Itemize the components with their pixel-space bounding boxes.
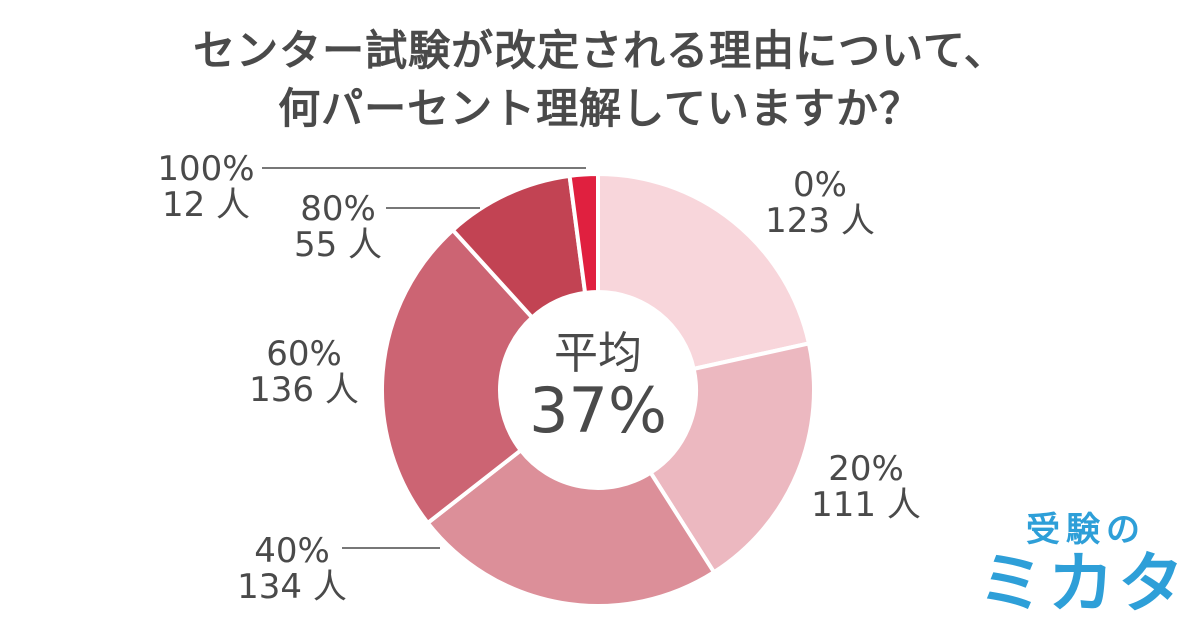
slice-value-label-0: 123 人 <box>765 201 875 241</box>
slice-category-label-4: 80% <box>300 189 376 229</box>
donut-slices <box>380 171 816 608</box>
slice-category-label-2: 40% <box>254 531 330 571</box>
slice-value-label-1: 111 人 <box>811 485 921 525</box>
slice-value-label-5: 12 人 <box>162 185 250 225</box>
brand-logo: 受験の ミカタ <box>978 502 1194 626</box>
slice-value-label-2: 134 人 <box>237 567 347 607</box>
slice-category-label-3: 60% <box>266 334 342 374</box>
slice-2 <box>424 447 717 608</box>
slice-value-label-3: 136 人 <box>249 370 359 410</box>
slice-category-label-1: 20% <box>828 449 904 489</box>
center-value: 37% <box>529 374 667 447</box>
slice-labels: 0%123 人 20%111 人 40%134 人 60%136 人 80%55 人 10… <box>157 149 920 607</box>
slice-3 <box>380 227 535 526</box>
slice-1 <box>647 341 816 575</box>
slice-5 <box>567 171 600 296</box>
slice-0 <box>596 171 812 372</box>
leader-lines <box>262 167 586 549</box>
logo-top-text: 受験の <box>1026 510 1146 550</box>
slice-value-label-4: 55 人 <box>294 225 382 265</box>
slice-category-label-0: 0% <box>793 165 847 205</box>
logo-bottom-text: ミカタ <box>978 545 1188 622</box>
chart-title: センター試験が改定される理由について、 何パーセント理解していますか？ <box>0 22 1200 138</box>
title-line-2: 何パーセント理解していますか？ <box>278 84 922 133</box>
slice-category-label-5: 100% <box>157 149 254 189</box>
title-line-1: センター試験が改定される理由について、 <box>193 26 1007 75</box>
center-label: 平均 <box>554 328 642 379</box>
